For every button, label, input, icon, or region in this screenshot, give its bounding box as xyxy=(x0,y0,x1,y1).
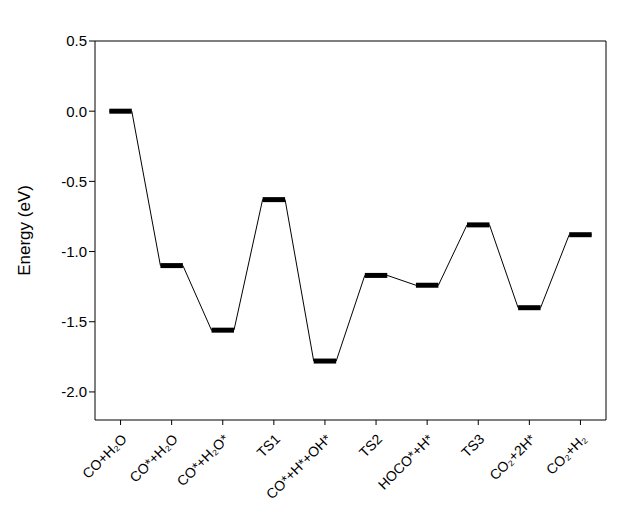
svg-text:-0.5: -0.5 xyxy=(61,173,87,190)
svg-text:0.5: 0.5 xyxy=(66,32,87,49)
svg-text:Energy (eV): Energy (eV) xyxy=(15,185,34,276)
svg-text:0.0: 0.0 xyxy=(66,103,87,120)
svg-text:CO*+H*+OH*: CO*+H*+OH* xyxy=(263,430,335,502)
svg-text:TS1: TS1 xyxy=(254,431,284,461)
svg-text:CO₂+2H*: CO₂+2H* xyxy=(486,430,539,483)
svg-text:CO₂+H₂: CO₂+H₂ xyxy=(543,431,590,478)
svg-text:-1.5: -1.5 xyxy=(61,313,87,330)
svg-text:TS2: TS2 xyxy=(356,431,386,461)
svg-text:CO*+H₂O*: CO*+H₂O* xyxy=(174,430,233,489)
svg-text:-2.0: -2.0 xyxy=(61,383,87,400)
svg-text:TS3: TS3 xyxy=(458,431,488,461)
svg-text:-1.0: -1.0 xyxy=(61,243,87,260)
svg-text:HOCO*+H*: HOCO*+H* xyxy=(375,430,437,492)
svg-text:CO+H₂O: CO+H₂O xyxy=(79,431,130,482)
svg-text:CO*+H₂O: CO*+H₂O xyxy=(126,431,181,486)
